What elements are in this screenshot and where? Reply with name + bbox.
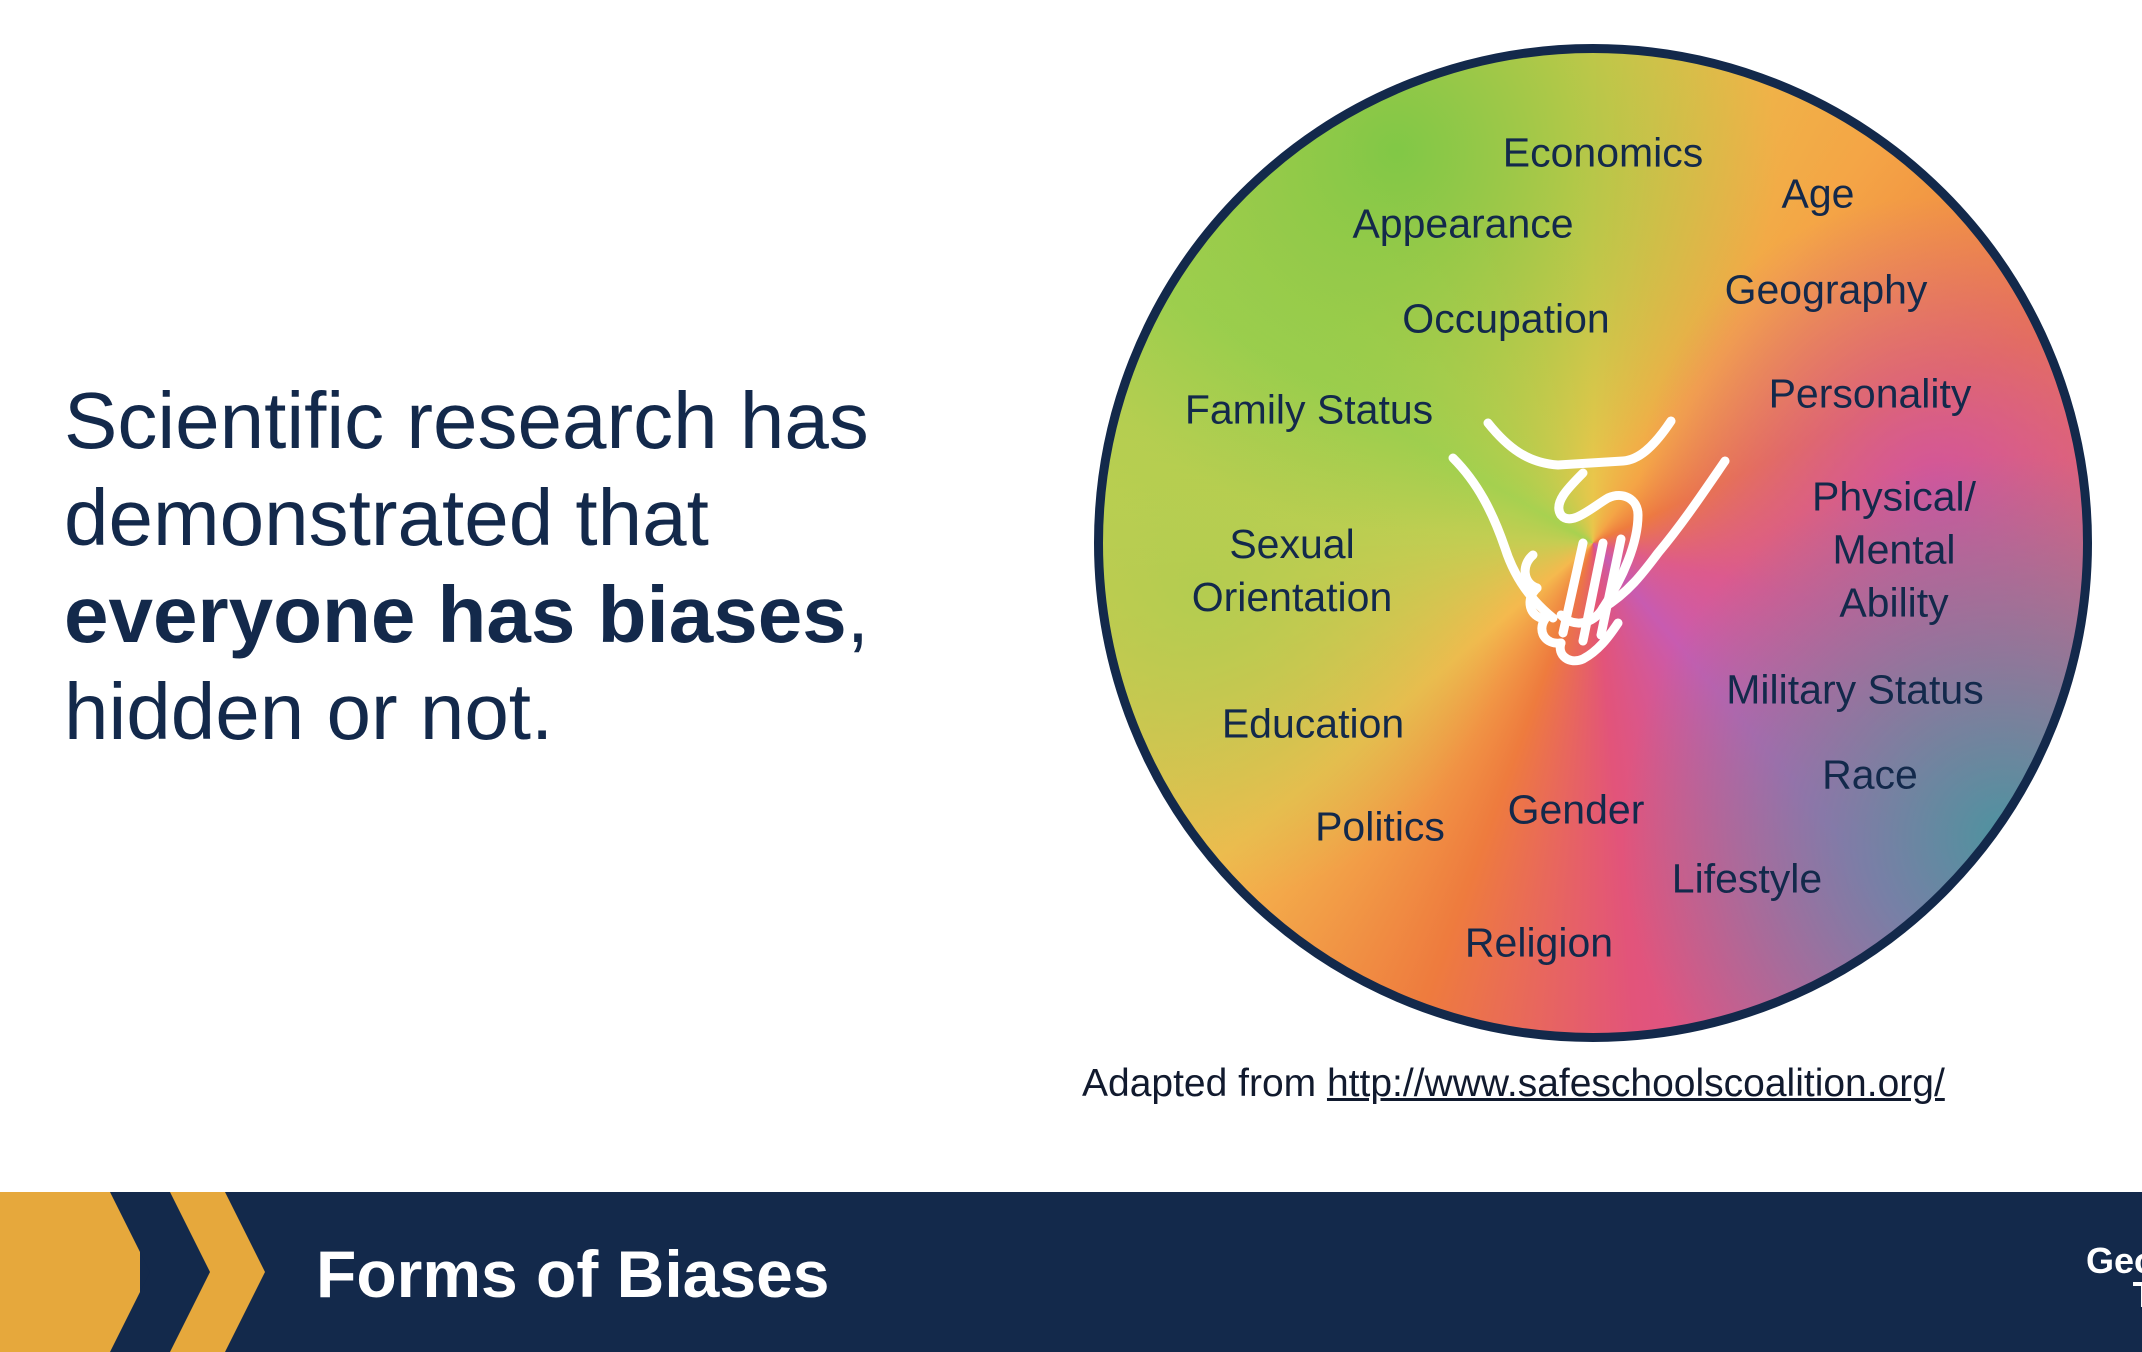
- label-military-status: Military Status: [1726, 666, 1984, 713]
- label-age: Age: [1781, 170, 1855, 217]
- label-lifestyle: Lifestyle: [1671, 855, 1823, 902]
- label-physical-mental-ability: Physical/ Mental Ability: [1811, 473, 1977, 626]
- label-education: Education: [1221, 700, 1405, 747]
- bias-statement: Scientific research has demonstrated tha…: [64, 372, 924, 760]
- chevron-icon: [110, 1192, 265, 1352]
- label-occupation: Occupation: [1402, 295, 1610, 342]
- label-appearance: Appearance: [1352, 200, 1574, 247]
- label-race: Race: [1822, 751, 1918, 798]
- label-economics: Economics: [1502, 129, 1704, 176]
- label-family-status: Family Status: [1184, 386, 1434, 433]
- footer-accent-block: [0, 1192, 140, 1352]
- label-geography: Geography: [1724, 266, 1928, 313]
- handshake-icon: [1448, 416, 1730, 666]
- label-politics: Politics: [1315, 803, 1445, 850]
- logo-line1: Georg: [2085, 1240, 2142, 1281]
- statement-part1: Scientific research has demonstrated tha…: [64, 376, 869, 562]
- slide-title: Forms of Biases: [316, 1237, 830, 1311]
- georgia-tech-logo: Georg Tec: [2002, 1240, 2142, 1313]
- source-link[interactable]: http://www.safeschoolscoalition.org/: [1326, 1062, 1945, 1105]
- statement-emphasis: everyone has biases: [64, 570, 847, 659]
- source-caption: Adapted from http://www.safeschoolscoali…: [1082, 1062, 1945, 1106]
- caption-prefix: Adapted from: [1082, 1062, 1327, 1105]
- label-gender: Gender: [1507, 786, 1645, 833]
- label-sexual-orientation: Sexual Orientation: [1191, 521, 1393, 620]
- bias-categories-circle: Economics Age Appearance Geography Occup…: [1094, 44, 2092, 1042]
- label-personality: Personality: [1768, 370, 1972, 417]
- logo-line2: Tec: [2002, 1277, 2142, 1313]
- statement-part2: , hidden or not.: [64, 570, 869, 756]
- footer-bar: Forms of Biases Georg Tec: [0, 1192, 2142, 1352]
- label-religion: Religion: [1464, 919, 1614, 966]
